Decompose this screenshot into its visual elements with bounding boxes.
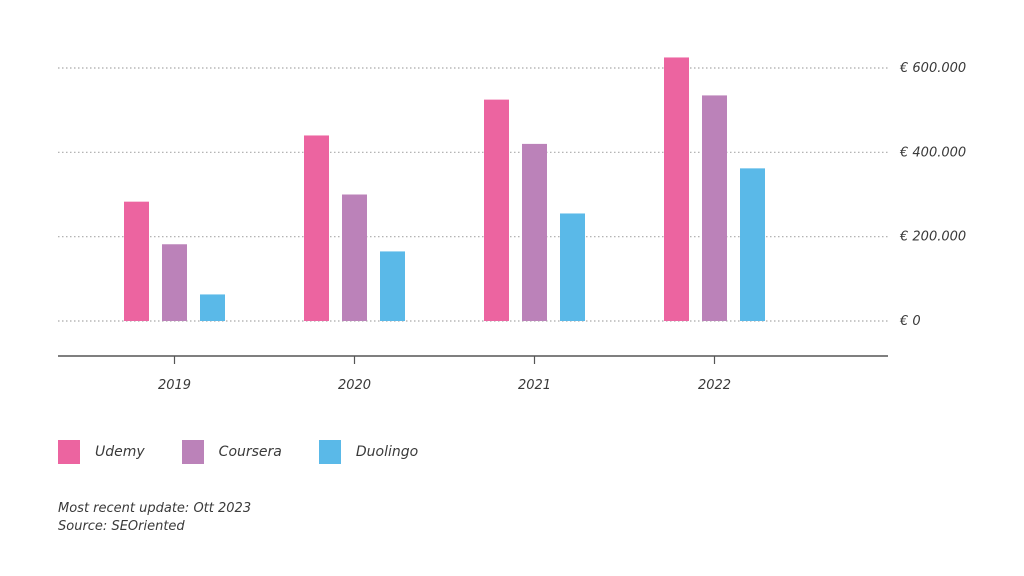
bar-duolingo-2019 (200, 294, 225, 321)
footer-notes: Most recent update: Ott 2023 Source: SEO… (58, 500, 251, 536)
y-tick-label-1: € 200.000 (899, 230, 966, 245)
update-note: Most recent update: Ott 2023 (58, 501, 252, 516)
source-note: Source: SEOriented (58, 519, 185, 534)
legend: Udemy Coursera Duolingo (58, 440, 455, 464)
bar-duolingo-2020 (380, 251, 405, 321)
x-tick-label-2021: 2021 (518, 378, 551, 393)
bar-coursera-2020 (342, 194, 367, 321)
legend-item-udemy: Udemy (58, 440, 145, 464)
bar-coursera-2019 (162, 244, 187, 321)
bar-coursera-2021 (522, 143, 547, 321)
y-tick-label-3: € 600.000 (899, 61, 966, 76)
bar-udemy-2022 (664, 57, 689, 321)
x-tick-label-2020: 2020 (338, 378, 371, 393)
legend-item-duolingo: Duolingo (318, 440, 419, 464)
x-tick-label-2022: 2022 (698, 378, 731, 393)
legend-label-udemy: Udemy (95, 444, 145, 460)
legend-label-coursera: Coursera (218, 444, 282, 460)
bar-udemy-2021 (484, 99, 509, 321)
legend-label-duolingo: Duolingo (355, 444, 419, 460)
legend-swatch-udemy (58, 440, 80, 464)
bar-duolingo-2021 (560, 213, 585, 321)
legend-swatch-duolingo (318, 440, 341, 464)
y-tick-label-0: € 0 (899, 314, 921, 329)
bar-udemy-2020 (304, 135, 329, 321)
bar-udemy-2019 (124, 201, 149, 321)
y-tick-label-2: € 400.000 (899, 145, 966, 160)
x-tick-label-2019: 2019 (158, 378, 191, 393)
bar-coursera-2022 (702, 95, 727, 322)
legend-item-coursera: Coursera (181, 440, 282, 464)
bar-duolingo-2022 (740, 168, 765, 321)
legend-swatch-coursera (181, 440, 204, 464)
